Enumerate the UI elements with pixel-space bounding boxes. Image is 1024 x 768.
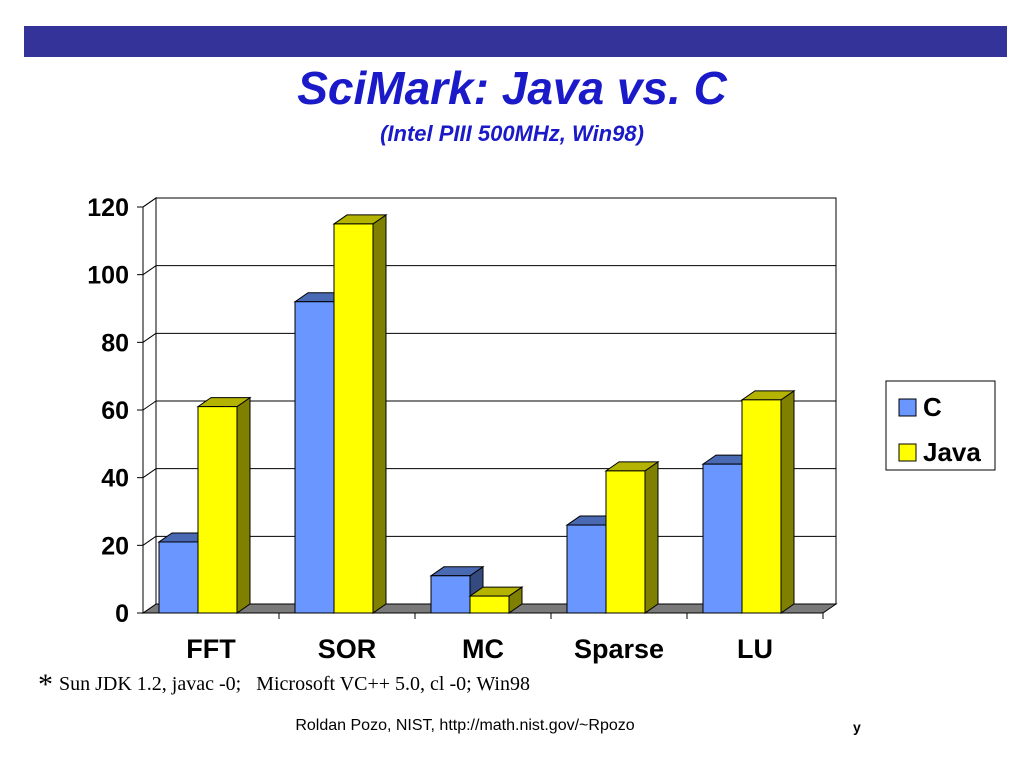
x-tick-label: MC <box>462 634 504 664</box>
gridline-side <box>142 265 157 276</box>
gridline-side <box>142 197 157 208</box>
bar-c-mc <box>430 575 471 614</box>
bar-java-lu <box>741 399 782 614</box>
bar-c-sparse <box>566 524 607 614</box>
y-tick-label: 80 <box>101 329 129 357</box>
bar-java-mc <box>469 595 510 614</box>
gridline-side <box>142 332 157 343</box>
bar-java-fft <box>197 406 238 614</box>
legend-label-c: C <box>923 392 942 422</box>
y-tick-label: 60 <box>101 397 129 425</box>
bar-side-java <box>372 213 387 614</box>
bar-side-java <box>780 389 795 614</box>
x-tick-label: SOR <box>318 634 377 664</box>
gridline-side <box>142 400 157 411</box>
gridline-side <box>142 468 157 479</box>
bar-java-sor <box>333 223 374 614</box>
legend-label-java: Java <box>923 437 981 467</box>
bar-c-sor <box>294 301 335 614</box>
bar-side-java <box>644 460 659 614</box>
y-tick-label: 40 <box>101 465 129 493</box>
x-tick-label: FFT <box>186 634 236 664</box>
x-tick-label: Sparse <box>574 634 664 664</box>
y-tick-label: 120 <box>87 194 129 222</box>
footer-credit: Roldan Pozo, NIST, http://math.nist.gov/… <box>295 717 635 734</box>
legend-swatch-java <box>898 443 917 462</box>
header-bar <box>24 26 1007 57</box>
bar-c-lu <box>702 463 743 614</box>
page-mark: y <box>853 719 861 735</box>
x-tick-label: LU <box>737 634 773 664</box>
slide-subtitle: (Intel PIII 500MHz, Win98) <box>380 121 644 146</box>
footnote-text: Sun JDK 1.2, javac -0; Microsoft VC++ 5.… <box>59 673 530 695</box>
y-tick-label: 0 <box>115 600 129 628</box>
gridline-side <box>142 535 157 546</box>
footnote: * Sun JDK 1.2, javac -0; Microsoft VC++ 5… <box>38 668 530 702</box>
slide-title: SciMark: Java vs. C <box>297 62 727 114</box>
y-tick-label: 100 <box>87 262 129 290</box>
bar-c-fft <box>158 541 199 614</box>
footnote-asterisk: * <box>38 668 53 701</box>
bar-side-java <box>236 396 251 614</box>
legend-swatch-c <box>898 398 917 417</box>
bar-java-sparse <box>605 470 646 614</box>
y-tick-label: 20 <box>101 532 129 560</box>
